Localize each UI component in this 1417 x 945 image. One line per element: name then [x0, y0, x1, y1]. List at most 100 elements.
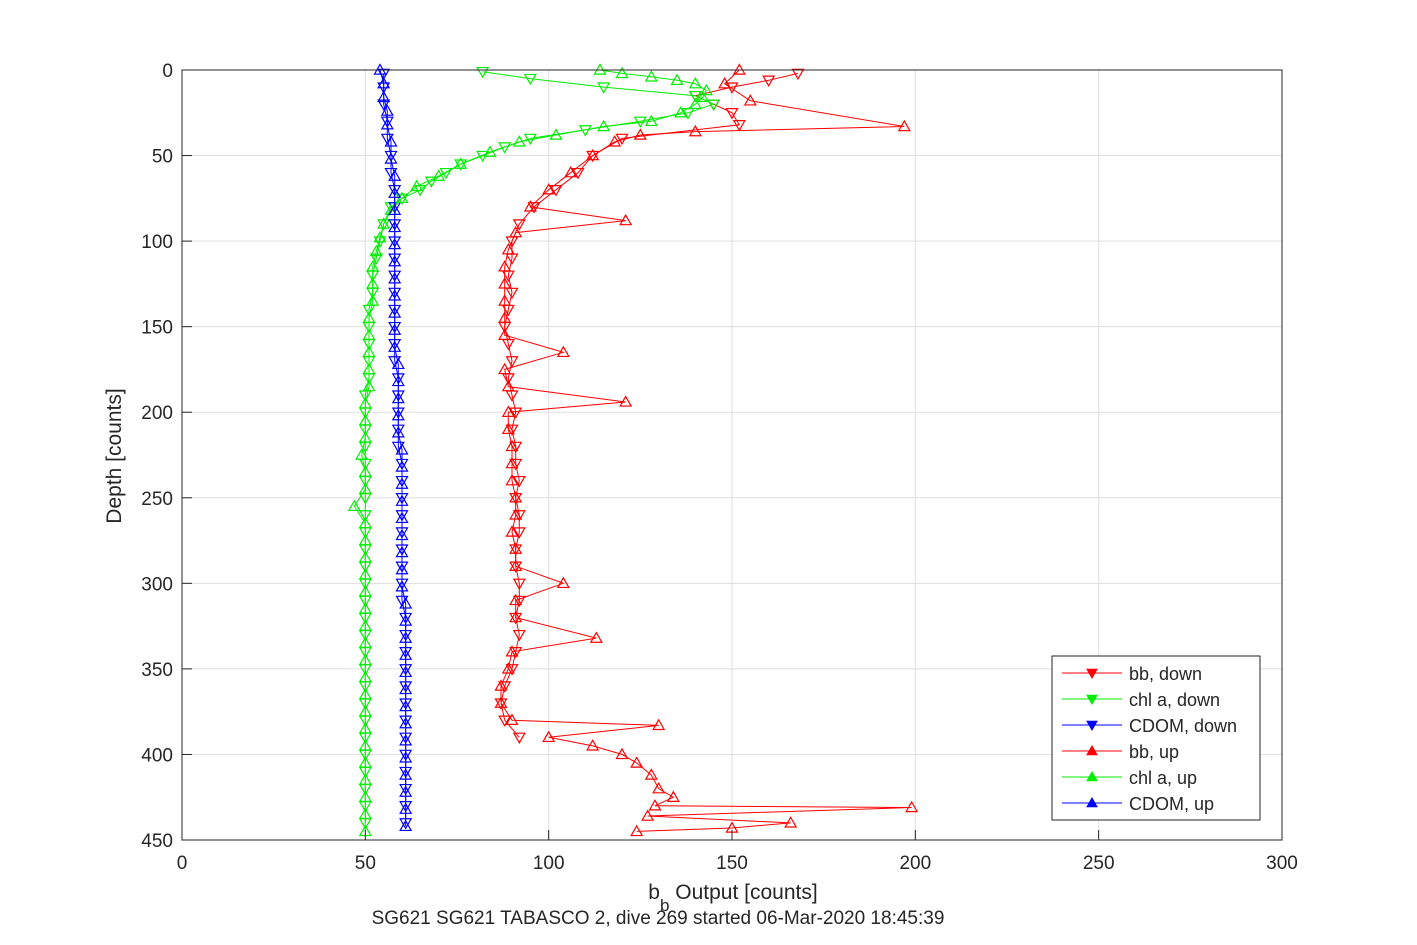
data-point: [897, 119, 911, 132]
data-point: [388, 237, 402, 250]
data-point: [725, 108, 739, 120]
legend-box: [1051, 655, 1261, 821]
y-tick-label: 350: [141, 660, 173, 681]
series-line: [379, 69, 407, 827]
data-point: [399, 631, 413, 643]
data-point: [373, 230, 387, 243]
legend-marker: [1086, 744, 1098, 756]
legend-item: bb, up: [1062, 742, 1179, 762]
data-point: [512, 595, 526, 608]
y-tick-label: 100: [141, 232, 173, 253]
legend-item: CDOM, down: [1062, 716, 1237, 736]
y-tick-label: 200: [141, 403, 173, 424]
legend-marker: [1086, 668, 1098, 680]
data-point: [505, 645, 519, 657]
data-point: [586, 148, 600, 161]
y-axis: 0 50 100 150 200 250 300 350 400 450: [141, 61, 192, 852]
data-point: [399, 614, 413, 626]
data-point: [358, 687, 372, 700]
data-point: [347, 499, 361, 512]
series-line: [353, 69, 707, 832]
data-point: [358, 510, 372, 522]
data-point: [358, 739, 372, 751]
data-point: [630, 824, 644, 837]
y-tick-label: 250: [141, 489, 173, 510]
data-point: [380, 104, 394, 116]
legend-item: CDOM, up: [1062, 794, 1214, 814]
data-point: [674, 106, 688, 118]
data-point: [549, 128, 563, 140]
data-point: [644, 768, 658, 780]
data-point: [391, 391, 405, 404]
data-point: [556, 345, 570, 358]
x-axis-label: bb Output [counts]: [648, 881, 817, 915]
data-point: [395, 562, 409, 575]
data-point: [399, 751, 413, 763]
data-point: [509, 508, 523, 520]
data-point: [509, 491, 523, 503]
data-point: [512, 629, 526, 642]
data-point: [358, 396, 372, 409]
data-point: [523, 200, 537, 212]
data-point: [619, 395, 633, 407]
data-point: [373, 63, 387, 75]
data-point: [399, 597, 413, 609]
data-point: [388, 272, 402, 284]
data-point: [542, 183, 556, 195]
legend-label: chl a, up: [1129, 768, 1197, 788]
data-point: [549, 185, 563, 197]
x-tick-label: 150: [716, 853, 748, 874]
data-point: [358, 550, 372, 563]
data-point: [380, 118, 394, 130]
data-point: [494, 696, 508, 708]
data-point: [509, 647, 523, 659]
data-point: [395, 477, 409, 489]
data-point: [366, 260, 380, 272]
legend-item: chl a, down: [1062, 690, 1220, 710]
x-tick-label: 200: [899, 853, 931, 874]
data-point: [388, 203, 402, 216]
data-point: [384, 135, 398, 147]
data-point: [498, 362, 512, 375]
data-point: [454, 159, 468, 171]
data-point: [358, 568, 372, 580]
data-point: [762, 75, 776, 87]
y-tick-label: 300: [141, 574, 173, 595]
legend-marker: [1086, 694, 1098, 706]
data-point: [358, 431, 372, 443]
data-point: [509, 407, 523, 419]
data-point: [366, 277, 380, 289]
data-point: [395, 511, 409, 524]
y-tick-label: 50: [152, 147, 173, 168]
data-point: [644, 70, 658, 82]
legend-marker: [1086, 720, 1098, 732]
data-point: [501, 405, 515, 417]
data-point: [377, 90, 391, 103]
data-point: [395, 545, 409, 558]
data-point: [556, 576, 570, 589]
y-tick-label: 400: [141, 745, 173, 766]
data-point: [597, 119, 611, 132]
data-point: [633, 128, 647, 140]
data-point: [498, 715, 512, 727]
data-point: [509, 559, 523, 571]
data-point: [732, 120, 746, 132]
data-point: [615, 747, 629, 760]
legend-label: chl a, down: [1129, 690, 1220, 710]
data-point: [501, 379, 515, 392]
data-point: [399, 648, 413, 660]
data-point: [377, 99, 391, 111]
data-point: [512, 475, 526, 488]
data-point: [619, 213, 633, 226]
data-point: [362, 328, 376, 340]
x-tick-label: 0: [177, 853, 188, 874]
legend-item: bb, down: [1062, 664, 1202, 684]
data-point: [476, 66, 490, 79]
data-point: [377, 217, 391, 229]
data-point: [652, 781, 666, 794]
data-point: [571, 167, 585, 180]
data-point: [670, 73, 684, 85]
data-point: [388, 340, 402, 352]
data-point: [399, 802, 413, 814]
